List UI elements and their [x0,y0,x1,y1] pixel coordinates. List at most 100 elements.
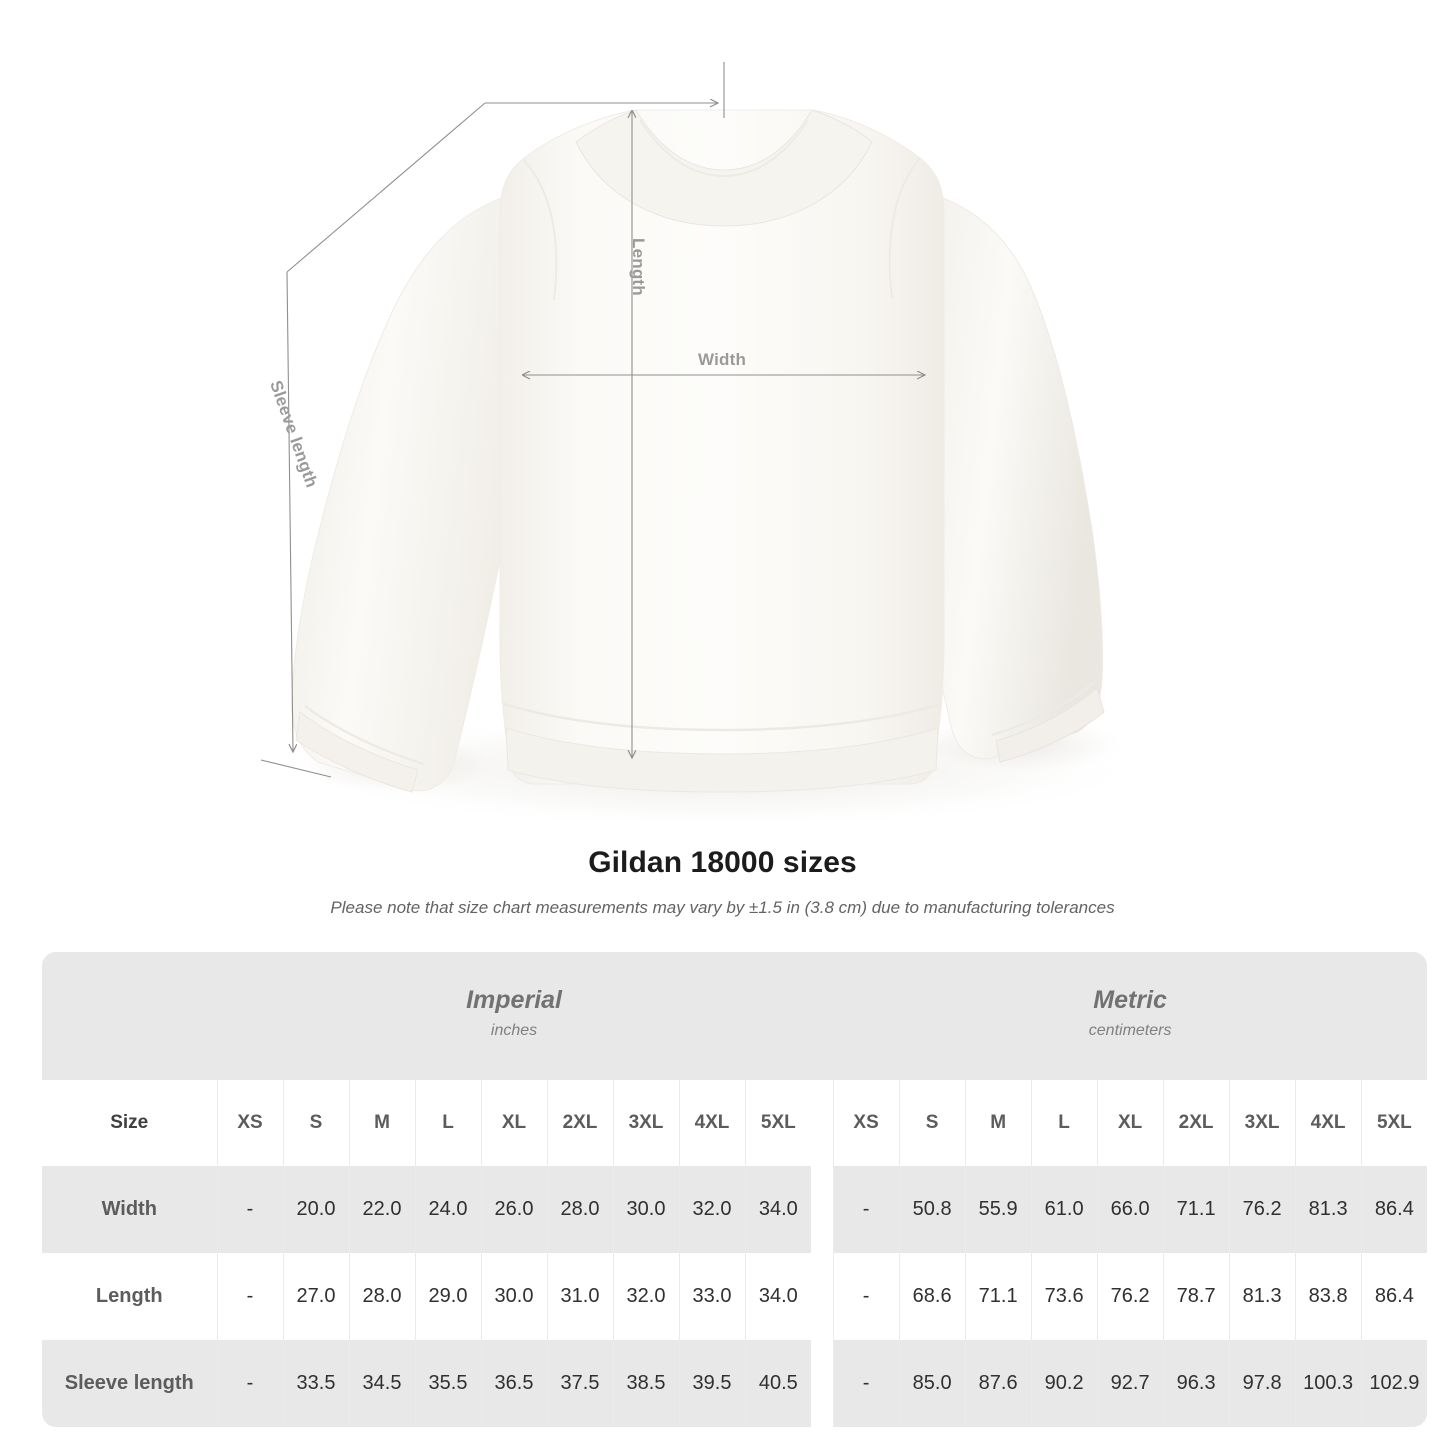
cell-imperial-width-s: 20.0 [282,1166,349,1253]
cell-imperial-length-s: 27.0 [282,1253,349,1340]
cell-imperial-length-xs: - [216,1253,283,1340]
cell-metric-sleeve-length-xl: 92.7 [1096,1340,1164,1427]
cell-imperial-width-2xl: 28.0 [546,1166,613,1253]
cell-imperial-width-l: 24.0 [414,1166,481,1253]
cell-imperial-length-3xl: 32.0 [612,1253,679,1340]
column-header-imperial-3xl[interactable]: 3XL [612,1080,679,1166]
cell-metric-sleeve-length-m: 87.6 [964,1340,1032,1427]
column-header-metric-l[interactable]: L [1030,1080,1098,1166]
row-header-sleeve-length: Sleeve length [42,1340,217,1427]
cell-metric-length-4xl: 83.8 [1294,1253,1362,1340]
unit-sub-imperial: inches [490,1022,538,1040]
column-header-imperial-4xl[interactable]: 4XL [678,1080,745,1166]
unit-header-metric: Metric centimeters [833,952,1428,1080]
column-header-size: Size [42,1080,217,1166]
column-header-metric-2xl[interactable]: 2XL [1162,1080,1230,1166]
cell-imperial-width-m: 22.0 [348,1166,415,1253]
cell-metric-width-xl: 66.0 [1096,1166,1164,1253]
cell-imperial-length-5xl: 34.0 [744,1253,812,1340]
cell-metric-length-3xl: 81.3 [1228,1253,1296,1340]
unit-name-metric: Metric [1093,986,1167,1015]
cell-metric-width-4xl: 81.3 [1294,1166,1362,1253]
garment-figure: Length Width Sleeve length [260,62,1150,828]
row-header-length: Length [42,1253,217,1340]
cell-metric-width-l: 61.0 [1030,1166,1098,1253]
cell-metric-width-2xl: 71.1 [1162,1166,1230,1253]
size-chart-container: Imperial inches Metric centimeters Size XS S M L… [42,952,1428,1427]
cell-metric-width-s: 50.8 [898,1166,966,1253]
column-header-metric-m[interactable]: M [964,1080,1032,1166]
cell-imperial-sleeve-length-4xl: 39.5 [678,1340,745,1427]
cell-metric-length-5xl: 86.4 [1360,1253,1428,1340]
column-header-imperial-l[interactable]: L [414,1080,481,1166]
column-header-metric-5xl[interactable]: 5XL [1360,1080,1428,1166]
chart-heading: Gildan 18000 sizes Please note that size… [0,840,1445,918]
cell-metric-length-l: 73.6 [1030,1253,1098,1340]
column-header-imperial-2xl[interactable]: 2XL [546,1080,613,1166]
cell-imperial-width-xs: - [216,1166,283,1253]
unit-band-spacer-left [42,952,217,1080]
cell-metric-length-2xl: 78.7 [1162,1253,1230,1340]
cell-imperial-sleeve-length-5xl: 40.5 [744,1340,812,1427]
column-header-imperial-xs[interactable]: XS [216,1080,283,1166]
cell-imperial-sleeve-length-s: 33.5 [282,1340,349,1427]
size-header-row: Size XS S M L XL 2XL 3XL 4XL 5XL XS S M L XL 2XL 3XL 4XL 5… [42,1080,1428,1166]
unit-band-row: Imperial inches Metric centimeters [42,952,1428,1080]
cell-metric-width-xs: - [832,1166,900,1253]
unit-band-gap [811,952,834,1080]
sweatshirt-illustration [260,62,1150,828]
cell-metric-sleeve-length-xs: - [832,1340,900,1427]
section-gap [811,1340,834,1427]
cell-metric-sleeve-length-2xl: 96.3 [1162,1340,1230,1427]
cell-imperial-length-2xl: 31.0 [546,1253,613,1340]
cell-imperial-width-4xl: 32.0 [678,1166,745,1253]
cell-metric-length-s: 68.6 [898,1253,966,1340]
section-gap [811,1080,834,1166]
column-header-metric-4xl[interactable]: 4XL [1294,1080,1362,1166]
column-header-metric-xl[interactable]: XL [1096,1080,1164,1166]
length-dimension-label: Length [629,238,648,296]
cell-metric-length-xs: - [832,1253,900,1340]
column-header-imperial-xl[interactable]: XL [480,1080,547,1166]
cell-metric-sleeve-length-3xl: 97.8 [1228,1340,1296,1427]
table-row: Width -20.0 22.0 24.0 26.0 28.0 30.0 32.0 34.0-5… [42,1166,1428,1253]
cell-imperial-sleeve-length-m: 34.5 [348,1340,415,1427]
cell-metric-width-5xl: 86.4 [1360,1166,1428,1253]
column-header-metric-xs[interactable]: XS [832,1080,900,1166]
cell-imperial-length-xl: 30.0 [480,1253,547,1340]
row-header-width: Width [42,1166,217,1253]
unit-sub-metric: centimeters [1088,1022,1172,1040]
cell-imperial-width-5xl: 34.0 [744,1166,812,1253]
column-header-metric-s[interactable]: S [898,1080,966,1166]
tolerance-note: Please note that size chart measurements… [330,898,1115,917]
cell-metric-width-3xl: 76.2 [1228,1166,1296,1253]
column-header-metric-3xl[interactable]: 3XL [1228,1080,1296,1166]
page-title: Gildan 18000 sizes [588,846,857,879]
cell-metric-length-xl: 76.2 [1096,1253,1164,1340]
cell-imperial-sleeve-length-2xl: 37.5 [546,1340,613,1427]
width-dimension-label: Width [698,350,747,369]
section-gap [811,1253,834,1340]
cell-metric-sleeve-length-l: 90.2 [1030,1340,1098,1427]
cell-metric-length-m: 71.1 [964,1253,1032,1340]
cell-imperial-length-m: 28.0 [348,1253,415,1340]
column-header-imperial-m[interactable]: M [348,1080,415,1166]
cell-metric-width-m: 55.9 [964,1166,1032,1253]
cell-metric-sleeve-length-5xl: 102.9 [1360,1340,1428,1427]
cell-imperial-length-l: 29.0 [414,1253,481,1340]
cell-imperial-sleeve-length-l: 35.5 [414,1340,481,1427]
table-row: Length -27.0 28.0 29.0 30.0 31.0 32.0 33.0 34.0-… [42,1253,1428,1340]
cell-metric-sleeve-length-4xl: 100.3 [1294,1340,1362,1427]
cell-imperial-sleeve-length-xs: - [216,1340,283,1427]
cell-imperial-sleeve-length-xl: 36.5 [480,1340,547,1427]
section-gap [811,1166,834,1253]
unit-header-imperial: Imperial inches [217,952,812,1080]
cell-metric-sleeve-length-s: 85.0 [898,1340,966,1427]
unit-name-imperial: Imperial [466,986,562,1015]
size-chart-table: Imperial inches Metric centimeters Size XS S M L… [42,952,1428,1427]
table-row: Sleeve length -33.5 34.5 35.5 36.5 37.5 38.5 39… [42,1340,1428,1427]
column-header-imperial-5xl[interactable]: 5XL [744,1080,812,1166]
cell-imperial-width-3xl: 30.0 [612,1166,679,1253]
cell-imperial-width-xl: 26.0 [480,1166,547,1253]
column-header-imperial-s[interactable]: S [282,1080,349,1166]
